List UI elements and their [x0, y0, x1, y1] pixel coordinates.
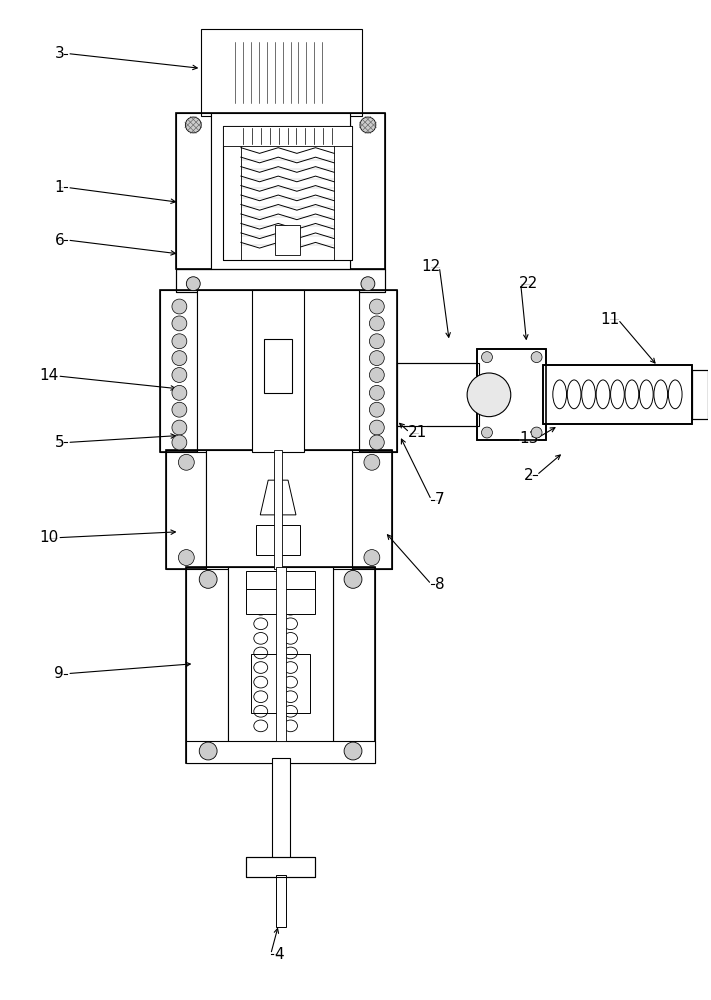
Bar [693, 370, 708, 419]
Bar [276, 567, 286, 741]
Bar [223, 126, 241, 260]
Bar [186, 741, 375, 763]
Bar [542, 365, 693, 424]
Circle shape [172, 402, 187, 417]
Bar [275, 225, 300, 255]
Bar [251, 654, 311, 713]
Circle shape [172, 299, 187, 314]
Text: 7: 7 [434, 492, 444, 507]
Bar [264, 339, 292, 393]
Circle shape [370, 316, 384, 331]
Circle shape [344, 742, 362, 760]
Bar [176, 113, 211, 269]
Bar [186, 567, 375, 763]
Bar [246, 571, 315, 589]
Circle shape [531, 352, 542, 363]
Circle shape [178, 550, 194, 565]
Bar [477, 349, 547, 440]
Circle shape [344, 570, 362, 588]
Circle shape [531, 427, 542, 438]
Circle shape [172, 368, 187, 382]
Text: 2: 2 [524, 468, 533, 483]
Circle shape [370, 368, 384, 382]
Bar [226, 42, 337, 103]
Circle shape [370, 435, 384, 450]
Bar [274, 450, 282, 569]
Text: 13: 13 [519, 431, 538, 446]
Circle shape [360, 117, 376, 133]
Text: 5: 5 [55, 435, 64, 450]
Bar [334, 126, 352, 260]
Bar [397, 363, 479, 426]
Bar [201, 29, 362, 116]
Circle shape [199, 570, 217, 588]
Circle shape [364, 454, 380, 470]
Bar [228, 567, 333, 763]
Bar [223, 126, 352, 146]
Circle shape [364, 550, 380, 565]
Circle shape [178, 454, 194, 470]
Text: 8: 8 [434, 577, 444, 592]
Text: 14: 14 [40, 368, 59, 383]
Circle shape [172, 316, 187, 331]
Circle shape [186, 117, 201, 133]
Circle shape [370, 351, 384, 366]
Bar [252, 290, 304, 452]
Bar [352, 450, 392, 569]
Bar [542, 365, 693, 424]
Bar [256, 525, 300, 555]
Bar [197, 290, 359, 452]
Bar [166, 450, 392, 569]
Bar [359, 290, 397, 452]
Bar [176, 269, 385, 292]
Circle shape [370, 385, 384, 400]
Bar [186, 567, 228, 763]
Text: 4: 4 [274, 947, 284, 962]
Bar [206, 450, 352, 569]
Bar [333, 567, 375, 763]
Text: 6: 6 [55, 233, 64, 248]
Text: 10: 10 [40, 530, 59, 545]
Circle shape [370, 402, 384, 417]
Bar [397, 363, 479, 426]
Circle shape [361, 277, 375, 291]
Bar [246, 857, 315, 877]
Circle shape [481, 427, 493, 438]
Text: 3: 3 [55, 46, 64, 61]
Bar [246, 857, 315, 877]
Circle shape [370, 420, 384, 435]
Bar [693, 370, 708, 419]
Text: 22: 22 [519, 276, 538, 291]
Bar [176, 269, 385, 292]
Bar [166, 450, 206, 569]
Circle shape [186, 277, 201, 291]
Circle shape [370, 299, 384, 314]
Bar [159, 290, 197, 452]
Circle shape [172, 420, 187, 435]
Polygon shape [260, 480, 296, 515]
Circle shape [172, 435, 187, 450]
Circle shape [172, 351, 187, 366]
Bar [350, 113, 385, 269]
Circle shape [172, 385, 187, 400]
Text: 9: 9 [55, 666, 64, 681]
Circle shape [467, 373, 510, 417]
Text: 1: 1 [55, 180, 64, 195]
Circle shape [199, 742, 217, 760]
Bar [159, 290, 397, 452]
Circle shape [481, 352, 493, 363]
Bar [276, 875, 286, 927]
Bar [211, 113, 350, 269]
Text: 11: 11 [600, 312, 619, 327]
Bar [176, 113, 385, 269]
Text: 12: 12 [422, 259, 441, 274]
Bar [246, 589, 315, 614]
Bar [477, 349, 547, 440]
Text: 21: 21 [408, 425, 427, 440]
Circle shape [172, 334, 187, 349]
Bar [272, 758, 289, 862]
Bar [223, 126, 352, 260]
Circle shape [370, 334, 384, 349]
